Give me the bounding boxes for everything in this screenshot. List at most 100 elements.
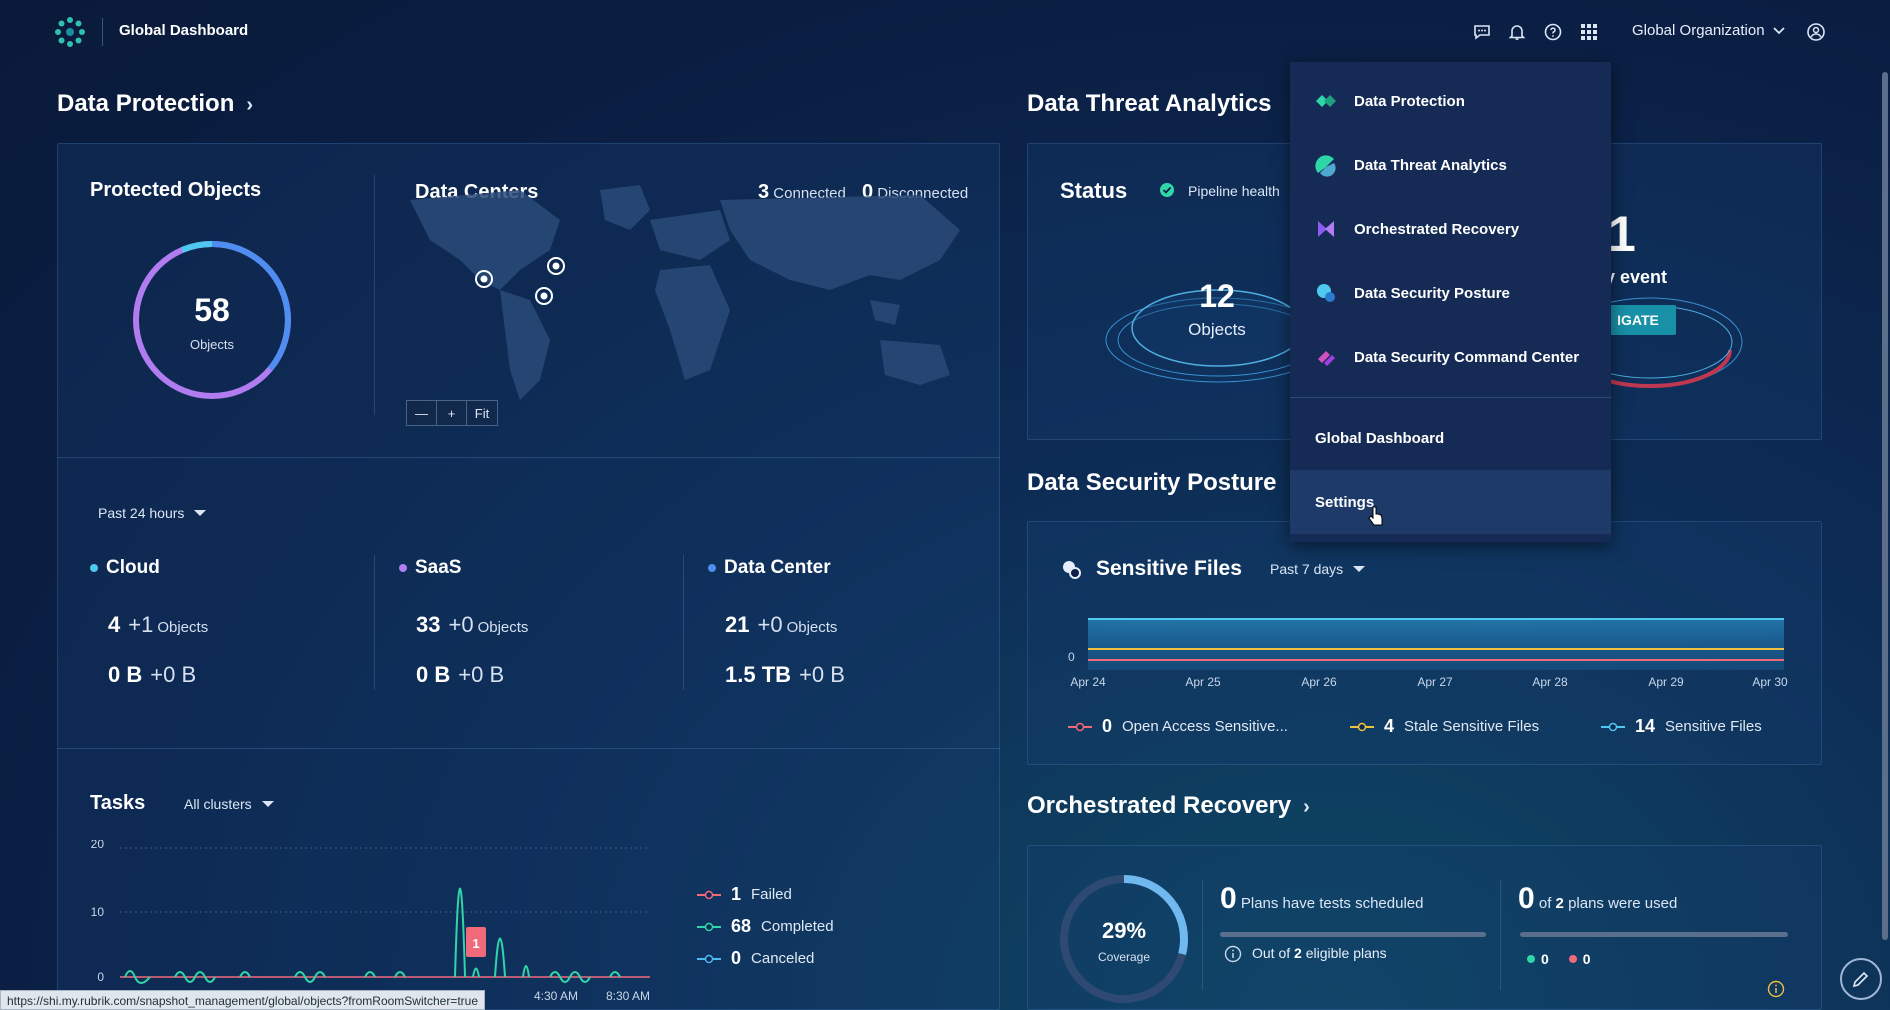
bell-icon[interactable]: [1505, 20, 1529, 44]
eligible-plans: Out of 2 eligible plans: [1252, 945, 1387, 961]
zoom-out-button[interactable]: —: [407, 401, 437, 425]
divider: [683, 555, 684, 690]
divider: [1500, 880, 1501, 990]
sensitive-num: 14: [1635, 716, 1656, 736]
menu-item-orchestrated-recovery[interactable]: Orchestrated Recovery: [1290, 197, 1611, 261]
posture-ytick-0: 0: [1068, 650, 1075, 664]
plans-used-legend: 0 0: [1527, 951, 1591, 967]
world-map[interactable]: [400, 180, 1000, 405]
saas-objects-delta: +0: [448, 612, 474, 637]
divider: [374, 555, 375, 690]
warning-info-icon[interactable]: [1767, 980, 1785, 998]
data-protection-title-text: Data Protection: [57, 90, 235, 117]
datacenter-marker-2: [547, 257, 565, 275]
tasks-badge: 1: [472, 936, 479, 951]
threat-status-title: Status: [1060, 178, 1128, 203]
data-threat-analytics-icon: [1315, 155, 1336, 177]
chevron-right-icon: ›: [1303, 796, 1310, 818]
apps-grid-icon[interactable]: [1577, 20, 1601, 44]
stat-saas[interactable]: SaaS: [399, 557, 461, 579]
protected-objects-title: Protected Objects: [90, 179, 262, 201]
zoom-in-button[interactable]: +: [437, 401, 467, 425]
menu-item-data-security-posture[interactable]: Data Security Posture: [1290, 261, 1611, 325]
range-dropdown[interactable]: Past 24 hours: [98, 505, 207, 521]
data-protection-title[interactable]: Data Protection ›: [57, 90, 253, 118]
posture-xtick-apr26: Apr 26: [1301, 675, 1337, 689]
data-center-objects-num: 21: [725, 612, 750, 637]
canceled-num: 0: [731, 948, 742, 968]
data-threat-analytics-title[interactable]: Data Threat Analytics: [1027, 90, 1272, 117]
sensitive-files-area: [1088, 619, 1784, 670]
top-bar: Global Dashboard Global Organization: [0, 0, 1890, 64]
menu-item-label: Settings: [1315, 493, 1375, 511]
title-divider: [102, 18, 103, 46]
org-switcher[interactable]: Global Organization: [1632, 22, 1785, 39]
legend-stale[interactable]: 4 Stale Sensitive Files: [1350, 716, 1539, 737]
threat-objects-num: 12: [1199, 278, 1235, 314]
legend-failed[interactable]: 1 Failed: [697, 884, 792, 905]
info-icon[interactable]: [1224, 945, 1242, 963]
plans-scheduled-num: 0: [1220, 882, 1237, 915]
failed-legend-marker: [697, 890, 721, 899]
data-protection-icon: [1316, 95, 1336, 107]
sensitive-files-chart[interactable]: 0 Apr 24 Apr 25 Apr 26 Apr 27 Apr 28 Apr…: [1060, 610, 1800, 690]
cloud-objects: 4 +1 Objects: [108, 612, 208, 638]
orchestrated-recovery-title[interactable]: Orchestrated Recovery ›: [1027, 792, 1310, 820]
menu-item-label: Global Dashboard: [1315, 429, 1445, 447]
app-switcher-menu: Data Protection Data Threat Analytics Or…: [1290, 62, 1611, 542]
map-controls: — + Fit: [406, 400, 498, 426]
legend-completed[interactable]: 68 Completed: [697, 916, 834, 937]
data-center-label: Data Center: [724, 557, 831, 578]
tasks-xtick-830: 8:30 AM: [606, 989, 650, 1000]
cloud-dot: [90, 564, 98, 572]
open-access-label: Open Access Sensitive...: [1122, 718, 1288, 735]
user-icon[interactable]: [1804, 20, 1828, 44]
legend-canceled[interactable]: 0 Canceled: [697, 948, 814, 969]
open-access-marker: [1068, 722, 1092, 731]
data-center-dot: [708, 564, 716, 572]
posture-range-dropdown[interactable]: Past 7 days: [1270, 561, 1366, 577]
menu-separator: [1290, 397, 1611, 398]
clusters-dropdown[interactable]: All clusters: [184, 796, 274, 812]
menu-item-global-dashboard[interactable]: Global Dashboard: [1290, 406, 1611, 470]
cloud-objects-unit: Objects: [157, 619, 209, 636]
fit-button[interactable]: Fit: [467, 401, 497, 425]
protected-objects-donut[interactable]: [130, 238, 294, 402]
divider: [374, 175, 375, 415]
stat-data-center[interactable]: Data Center: [708, 557, 831, 579]
tasks-badge-bg: [466, 927, 486, 957]
plans-used-suffix: plans were used: [1568, 895, 1678, 912]
vertical-scrollbar[interactable]: [1882, 72, 1888, 940]
divider: [57, 457, 1000, 458]
menu-item-data-protection[interactable]: Data Protection: [1290, 69, 1611, 133]
data-security-posture-title[interactable]: Data Security Posture: [1027, 469, 1277, 496]
stat-cloud[interactable]: Cloud: [90, 557, 160, 579]
coverage-arc: [1060, 875, 1188, 1003]
legend-sensitive[interactable]: 14 Sensitive Files: [1601, 716, 1762, 737]
chat-icon[interactable]: [1470, 20, 1494, 44]
green-dot: [1527, 955, 1535, 963]
cloud-label: Cloud: [106, 557, 160, 578]
app-logo-icon[interactable]: [54, 16, 86, 48]
help-icon[interactable]: [1541, 20, 1565, 44]
cloud-objects-delta: +1: [128, 612, 154, 637]
red-num: 0: [1582, 951, 1591, 967]
investigate-button[interactable]: IGATE: [1600, 305, 1676, 335]
plans-used-total: 2: [1555, 895, 1564, 912]
plans-used-of: of: [1538, 895, 1552, 912]
edit-button[interactable]: [1840, 958, 1882, 1000]
menu-item-data-security-command-center[interactable]: Data Security Command Center: [1290, 325, 1611, 389]
divider: [1202, 880, 1203, 990]
data-center-size-delta: +0 B: [799, 662, 845, 687]
org-name: Global Organization: [1632, 22, 1765, 39]
plans-used-num: 0: [1518, 882, 1535, 915]
app-title: Global Dashboard: [119, 22, 249, 39]
tasks-chart[interactable]: 20 10 0 1 M 4:30 AM 8:30 AM: [80, 840, 660, 1000]
canceled-legend-marker: [697, 954, 721, 963]
saas-size-delta: +0 B: [458, 662, 505, 687]
completed-legend-marker: [697, 922, 721, 931]
menu-item-settings[interactable]: Settings: [1290, 470, 1611, 534]
legend-open-access[interactable]: 0 Open Access Sensitive...: [1068, 716, 1288, 737]
plans-used: 0 of 2 plans were used: [1518, 882, 1677, 916]
menu-item-data-threat-analytics[interactable]: Data Threat Analytics: [1290, 133, 1611, 197]
